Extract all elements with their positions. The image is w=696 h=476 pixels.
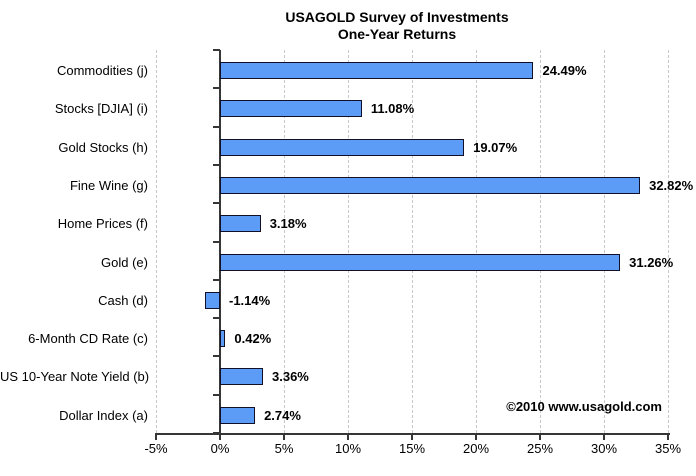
x-tick-label-35pct: 35% [654,441,682,456]
bar-1 [220,62,534,79]
bar-value-label: 11.08% [370,101,415,117]
copyright-text: ©2010 www.usagold.com [506,399,662,414]
bar-value-label: 31.26% [629,254,674,270]
category-boundary-tick [213,87,220,90]
bar-9 [220,368,263,386]
x-axis-tick-20pct [475,435,477,440]
category-boundary-tick [213,202,220,205]
x-axis-tick-25pct [539,435,541,440]
x-tick-label-15pct: 15% [398,441,426,456]
category-boundary-tick [213,393,220,396]
bar-value-label: 19.07% [473,139,518,155]
gridline-5pct [284,50,285,433]
gridline-15pct [412,50,413,433]
bar-10 [220,406,256,424]
x-tick-label-10pct: 10% [334,441,362,456]
bar-value-label: 0.42% [234,331,272,347]
x-axis-tick-35pct [667,435,669,440]
x-tick-label-5pct: 5% [274,441,294,456]
category-label: Gold Stocks (h) [58,139,148,155]
category-boundary-tick [213,125,220,128]
category-label: Commodities (j) [56,63,148,78]
category-label: Gold (e) [101,254,148,270]
bar-6 [220,253,621,271]
x-tick-label--5pct: -5% [144,441,168,456]
category-label: Dollar Index (a) [59,407,148,423]
category-boundary-tick [213,240,220,243]
gridline-30pct [604,50,605,433]
category-boundary-tick [213,163,220,166]
x-tick-label-25pct: 25% [526,441,554,456]
gridline-35pct [668,50,669,433]
category-boundary-tick [213,49,220,51]
bar-4 [220,176,641,194]
category-label: Stocks [DJIA] (i) [54,101,148,117]
chart-title-block: USAGOLD Survey of Investments One-Year R… [99,9,695,43]
x-axis-tick-15pct [411,435,413,440]
category-label: 6-Month CD Rate (c) [28,331,148,347]
gridline--5pct [156,50,157,433]
bar-value-label: 2.74% [264,407,301,423]
category-label: US 10-Year Note Yield (b) [0,369,150,385]
bar-5 [220,215,261,233]
x-tick-label-0pct: 0% [210,441,230,456]
category-label: Cash (d) [98,292,148,308]
bar-value-label: 32.82% [649,177,694,193]
chart-subtitle: One-Year Returns [337,26,457,42]
category-label: Fine Wine (g) [69,177,148,193]
x-axis-tick-5pct [283,435,285,440]
category-boundary-tick [213,278,220,281]
bar-value-label: -1.14% [229,292,271,308]
bar-8 [220,330,226,348]
x-axis-line [155,433,670,435]
x-axis-tick-0pct [219,435,221,440]
gridline-20pct [476,50,477,433]
x-axis-tick-10pct [347,435,349,440]
bar-value-label: 3.36% [272,369,309,385]
x-axis-tick--5pct [155,435,157,440]
x-tick-label-30pct: 30% [590,441,618,456]
chart-title: USAGOLD Survey of Investments [285,9,509,25]
x-tick-label-20pct: 20% [462,441,490,456]
gridline-10pct [348,50,349,433]
x-axis-tick-30pct [603,435,605,440]
bar-value-label: 24.49% [542,63,587,78]
bar-value-label: 3.18% [269,216,307,232]
bar-3 [220,138,465,156]
category-boundary-tick [213,355,220,358]
bar-2 [220,100,362,118]
gridline-25pct [540,50,541,433]
zero-axis-line [219,50,221,433]
category-label: Home Prices (f) [57,216,148,232]
bar-7 [205,291,220,309]
category-boundary-tick [213,317,220,320]
